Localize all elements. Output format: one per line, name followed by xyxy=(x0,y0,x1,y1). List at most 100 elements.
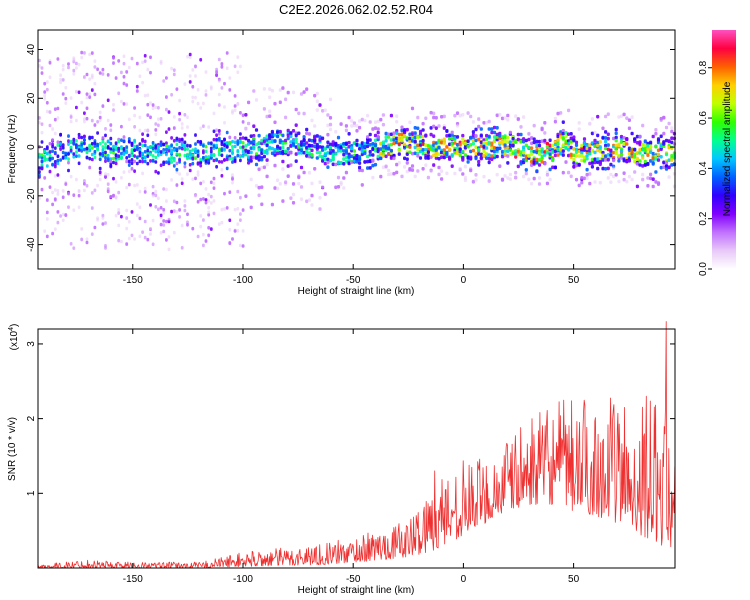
spectrogram-cell xyxy=(117,190,121,195)
spectrogram-cell xyxy=(366,144,370,149)
spectrogram-cell xyxy=(67,205,70,209)
spectrogram-cell xyxy=(53,174,57,178)
spectrogram-cell xyxy=(88,92,92,97)
spectrogram-cell xyxy=(183,153,187,158)
spectrogram-cell xyxy=(191,161,195,166)
spectrogram-cell xyxy=(389,113,393,118)
spectrogram-cell xyxy=(241,208,245,212)
spectrogram-cell xyxy=(664,164,669,168)
spectrogram-cell xyxy=(567,144,571,149)
spectrogram-cell xyxy=(125,242,129,246)
spectrogram-cell xyxy=(85,106,89,111)
spectrogram-cell xyxy=(260,165,264,170)
spectrogram-cell xyxy=(596,160,600,164)
spectrogram-cell xyxy=(51,156,54,161)
spectrogram-cell xyxy=(120,151,123,156)
spectrogram-cell xyxy=(511,137,515,141)
spectrogram-cell xyxy=(228,240,232,245)
spectrogram-cell xyxy=(270,146,274,151)
spectrogram-cell xyxy=(368,166,372,170)
spectrogram-cell xyxy=(106,182,110,186)
spectrogram-cell xyxy=(630,177,634,182)
spectrogram-cell xyxy=(51,231,54,236)
spectrogram-cell xyxy=(104,156,107,160)
spectrogram-cell xyxy=(635,134,639,139)
spectrogram-cell xyxy=(545,181,549,186)
spectrogram-cell xyxy=(268,133,272,137)
spectrogram-cell xyxy=(482,153,486,158)
spectrogram-cell xyxy=(297,131,301,136)
spectrogram-cell xyxy=(38,166,41,170)
spectrogram-cell xyxy=(278,100,282,105)
spectrogram-cell xyxy=(165,199,168,203)
spectrogram-cell xyxy=(400,135,404,140)
spectrogram-cell xyxy=(209,85,213,89)
spectrogram-cell xyxy=(220,86,224,90)
spectrogram-cell xyxy=(572,158,576,162)
colorbar-ticks: 0.00.20.40.60.8 xyxy=(698,60,712,276)
spectrogram-cell xyxy=(559,147,563,152)
spectrogram-cell xyxy=(125,216,129,220)
spectrogram-cell xyxy=(556,141,560,146)
spectrogram-cell xyxy=(183,199,187,203)
spectrogram-cell xyxy=(59,158,62,162)
spectrogram-cell xyxy=(614,149,618,154)
spectrogram-cell xyxy=(143,150,147,154)
spectrogram-cell xyxy=(217,152,221,157)
spectrogram-cell xyxy=(392,141,396,146)
spectrogram-cell xyxy=(622,142,626,146)
spectrogram-cell xyxy=(83,138,86,142)
spectrogram-cell xyxy=(500,177,505,182)
spectrogram-cell xyxy=(172,72,176,77)
spectrogram-cell xyxy=(80,142,84,147)
spectrogram-cell xyxy=(336,149,341,153)
spectrogram-cell xyxy=(138,234,142,239)
spectrogram-cell xyxy=(154,149,158,154)
spectrogram-cell xyxy=(633,147,637,152)
spectrogram-cell xyxy=(344,155,348,160)
spectrogram-cell xyxy=(368,132,372,137)
spectrogram-cell xyxy=(545,141,549,146)
spectrogram-cell xyxy=(606,136,610,141)
spectrogram-cell xyxy=(286,133,290,138)
spectrogram-cell xyxy=(146,148,150,153)
spectrogram-cell xyxy=(162,187,166,191)
spectrogram-cell xyxy=(191,226,195,231)
spectrogram-cell xyxy=(567,170,571,175)
spectrogram-cell xyxy=(434,116,438,120)
spectrogram-cell xyxy=(284,149,288,154)
spectrogram-cell xyxy=(336,160,341,165)
spectrogram-cell xyxy=(241,150,245,154)
spectrogram-cell xyxy=(360,183,364,187)
spectrogram-cell xyxy=(410,164,415,168)
spectrogram-cell xyxy=(426,154,430,158)
spectrogram-cell xyxy=(180,181,184,186)
spectrogram-cell xyxy=(175,142,179,147)
spectrogram-cell xyxy=(617,115,621,119)
spectrogram-cell xyxy=(458,143,462,147)
spectrogram-cell xyxy=(215,158,218,162)
spectrogram-cell xyxy=(228,141,232,145)
spectrogram-cell xyxy=(437,165,441,170)
spectrogram-cell xyxy=(580,143,584,148)
spectrogram-cell xyxy=(617,143,621,147)
spectrogram-cell xyxy=(194,147,197,151)
spectrogram-cell xyxy=(307,154,311,159)
spectrogram-y-tick-label: 20 xyxy=(26,92,37,104)
spectrogram-cell xyxy=(45,210,49,215)
spectrogram-cell xyxy=(217,132,221,136)
spectrogram-cell xyxy=(212,158,216,163)
spectrogram-cell xyxy=(151,154,155,158)
spectrogram-cell xyxy=(384,131,388,136)
spectrogram-cell xyxy=(619,114,624,118)
spectrogram-cell xyxy=(553,149,557,154)
spectrogram-cell xyxy=(143,219,147,224)
spectrogram-cell xyxy=(175,183,179,187)
spectrogram-cell xyxy=(83,141,86,146)
spectrogram-cell xyxy=(326,113,330,117)
spectrogram-cell xyxy=(646,147,650,151)
spectrogram-cell xyxy=(162,219,166,223)
spectrogram-cell xyxy=(75,139,78,143)
spectrogram-cell xyxy=(453,171,457,176)
spectrogram-cell xyxy=(564,160,568,164)
